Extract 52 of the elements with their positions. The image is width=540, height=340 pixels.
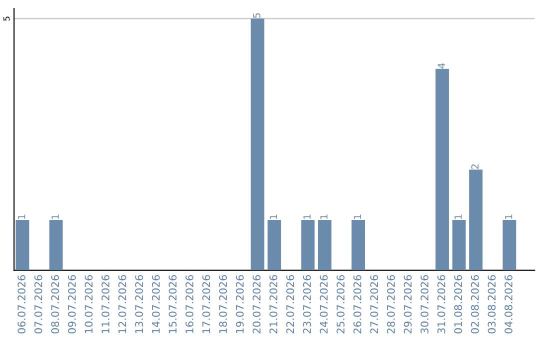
x-tick-label: 15.07.2026 [168, 275, 177, 333]
x-tick-label: 10.07.2026 [84, 275, 93, 333]
bar [49, 220, 63, 270]
x-tick-label: 26.07.2026 [353, 275, 362, 334]
x-tick-label: 11.07.2026 [102, 275, 110, 333]
x-tick-label: 20.07.2026 [252, 275, 261, 334]
data-label: 2 [471, 164, 479, 169]
x-tick-label: 27.07.2026 [370, 275, 378, 334]
x-tick-label: 06.07.2026 [18, 275, 26, 334]
data-label: 1 [354, 214, 361, 219]
bar [16, 220, 30, 270]
bar [250, 18, 264, 270]
data-label: 1 [454, 214, 462, 219]
x-tick-label: 02.08.2026 [470, 275, 479, 334]
x-tick-label: 19.07.2026 [236, 275, 244, 333]
x-tick-label: 29.07.2026 [404, 275, 412, 334]
data-label: 1 [18, 214, 26, 219]
x-tick-label: 22.07.2026 [286, 275, 294, 334]
x-tick-label: 08.07.2026 [51, 275, 60, 334]
x-tick-label: 07.07.2026 [34, 275, 42, 334]
bar [502, 220, 516, 270]
bar [452, 220, 466, 270]
data-label: 1 [52, 214, 59, 219]
x-tick-label: 01.08.2026 [454, 275, 462, 334]
bar [268, 220, 282, 270]
x-tick-label: 24.07.2026 [320, 275, 328, 334]
x-tick-label: 21.07.2026 [269, 275, 278, 334]
x-tick-label: 09.07.2026 [68, 275, 76, 334]
bar [318, 220, 332, 270]
bar [301, 220, 315, 270]
x-tick-label: 03.08.2026 [488, 275, 496, 334]
data-label: 5 [253, 13, 260, 18]
bar [469, 170, 483, 270]
x-tick-label: 14.07.2026 [152, 275, 160, 333]
x-tick-label: 18.07.2026 [219, 275, 227, 333]
x-tick-label: 31.07.2026 [437, 275, 446, 334]
data-label: 1 [320, 214, 328, 219]
data-label: 1 [270, 214, 278, 219]
x-tick-label: 23.07.2026 [303, 275, 311, 334]
x-tick-label: 04.08.2026 [504, 275, 512, 334]
data-label: 4 [438, 63, 445, 68]
x-tick-label: 25.07.2026 [336, 275, 345, 334]
x-tick-label: 16.07.2026 [186, 275, 194, 333]
bar [436, 68, 449, 270]
x-tick-label: 30.07.2026 [420, 275, 428, 334]
x-tick-label: 12.07.2026 [118, 275, 126, 333]
data-label: 1 [505, 214, 512, 219]
data-label: 1 [304, 214, 311, 219]
x-tick-label: 17.07.2026 [202, 275, 210, 333]
bar [352, 220, 365, 270]
x-tick-label: 28.07.2026 [387, 275, 395, 334]
x-tick-label: 13.07.2026 [135, 275, 144, 333]
